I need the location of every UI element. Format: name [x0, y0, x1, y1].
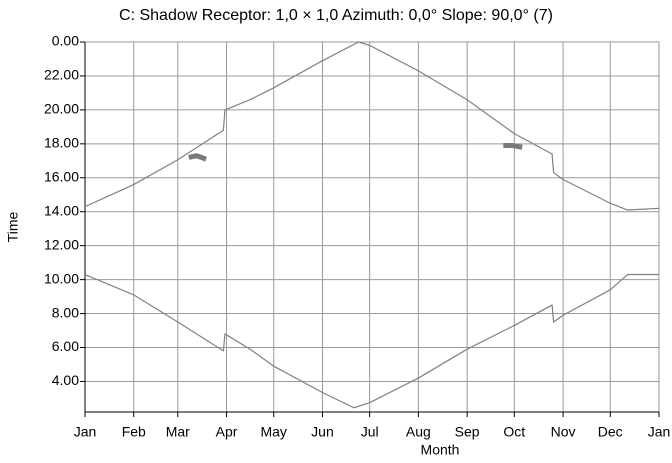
y-tick-label: 12.00	[44, 236, 79, 252]
y-tick-label: 18.00	[44, 135, 79, 151]
x-tick-label: Feb	[122, 424, 146, 440]
x-tick-label: Dec	[598, 424, 623, 440]
x-tick-label: Nov	[551, 424, 576, 440]
y-tick-label: 16.00	[44, 168, 79, 184]
series-line	[188, 143, 523, 162]
x-axis-label: Month	[421, 442, 460, 458]
series-line	[84, 273, 659, 409]
x-tick-label: Oct	[503, 424, 525, 440]
x-tick-label: Mar	[166, 424, 190, 440]
x-tick-label: Jun	[311, 424, 334, 440]
x-tick-label: Jul	[361, 424, 379, 440]
series-line	[84, 41, 660, 211]
x-tick-label: Jan	[74, 424, 97, 440]
x-tick-label: Aug	[406, 424, 431, 440]
chart-title: C: Shadow Receptor: 1,0 × 1,0 Azimuth: 0…	[119, 7, 553, 24]
y-tick-label: 0.00	[52, 33, 79, 49]
y-tick-label: 14.00	[44, 202, 79, 218]
x-tick-label: Apr	[216, 424, 238, 440]
y-tick-label: 10.00	[44, 270, 79, 286]
y-tick-label: 8.00	[52, 304, 79, 320]
y-tick-label: 6.00	[52, 338, 79, 354]
y-tick-label: 4.00	[52, 372, 79, 388]
y-tick-label: 20.00	[44, 101, 79, 117]
x-tick-label: Jan	[648, 424, 671, 440]
x-tick-label: Sep	[455, 424, 480, 440]
y-axis-label: Time	[5, 211, 21, 242]
y-tick-label: 22.00	[44, 67, 79, 83]
x-tick-label: May	[260, 424, 286, 440]
